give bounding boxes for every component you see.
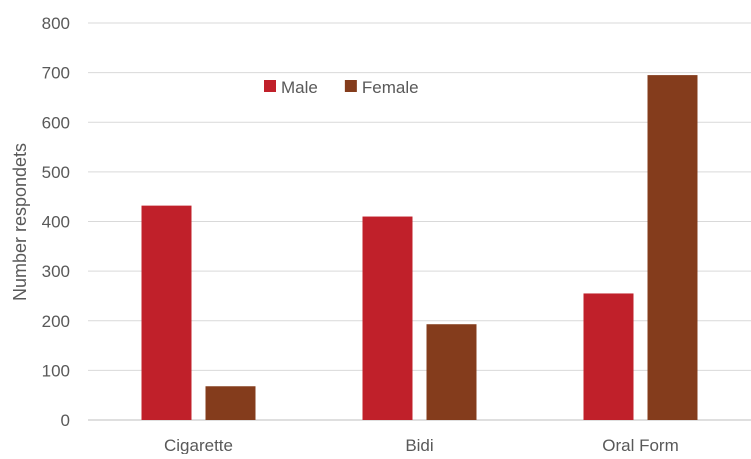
y-tick-label: 200	[42, 312, 70, 331]
legend: Male Female	[264, 78, 419, 97]
bar-female-bidi	[426, 324, 477, 420]
gridlines	[88, 22, 751, 421]
legend-label-female: Female	[362, 78, 419, 97]
x-tick-label: Bidi	[405, 436, 433, 454]
y-tick-label: 100	[42, 361, 70, 380]
x-tick-label: Cigarette	[164, 436, 233, 454]
bar-female-oral-form	[647, 75, 698, 420]
legend-swatch-male	[264, 80, 276, 92]
y-tick-label: 400	[42, 213, 70, 232]
bar-male-bidi	[362, 216, 413, 420]
x-axis-labels: Cigarette Bidi Oral Form	[164, 436, 679, 455]
y-axis-ticks: 0 100 200 300 400 500 600 700 800	[42, 14, 70, 430]
x-tick-label: Oral Form	[602, 436, 679, 454]
legend-label-male: Male	[281, 78, 318, 97]
y-tick-label: 600	[42, 113, 70, 132]
y-tick-label: 0	[61, 411, 70, 430]
bar-female-cigarette	[205, 386, 256, 420]
y-tick-label: 700	[42, 64, 70, 83]
bar-male-cigarette	[141, 205, 192, 420]
bar-male-oral-form	[583, 293, 634, 420]
legend-swatch-female	[344, 80, 357, 92]
y-axis-title: Number respondets	[10, 143, 30, 301]
y-tick-label: 300	[42, 262, 70, 281]
bars	[141, 75, 698, 420]
y-tick-label: 800	[42, 14, 70, 33]
y-tick-label: 500	[42, 163, 70, 182]
